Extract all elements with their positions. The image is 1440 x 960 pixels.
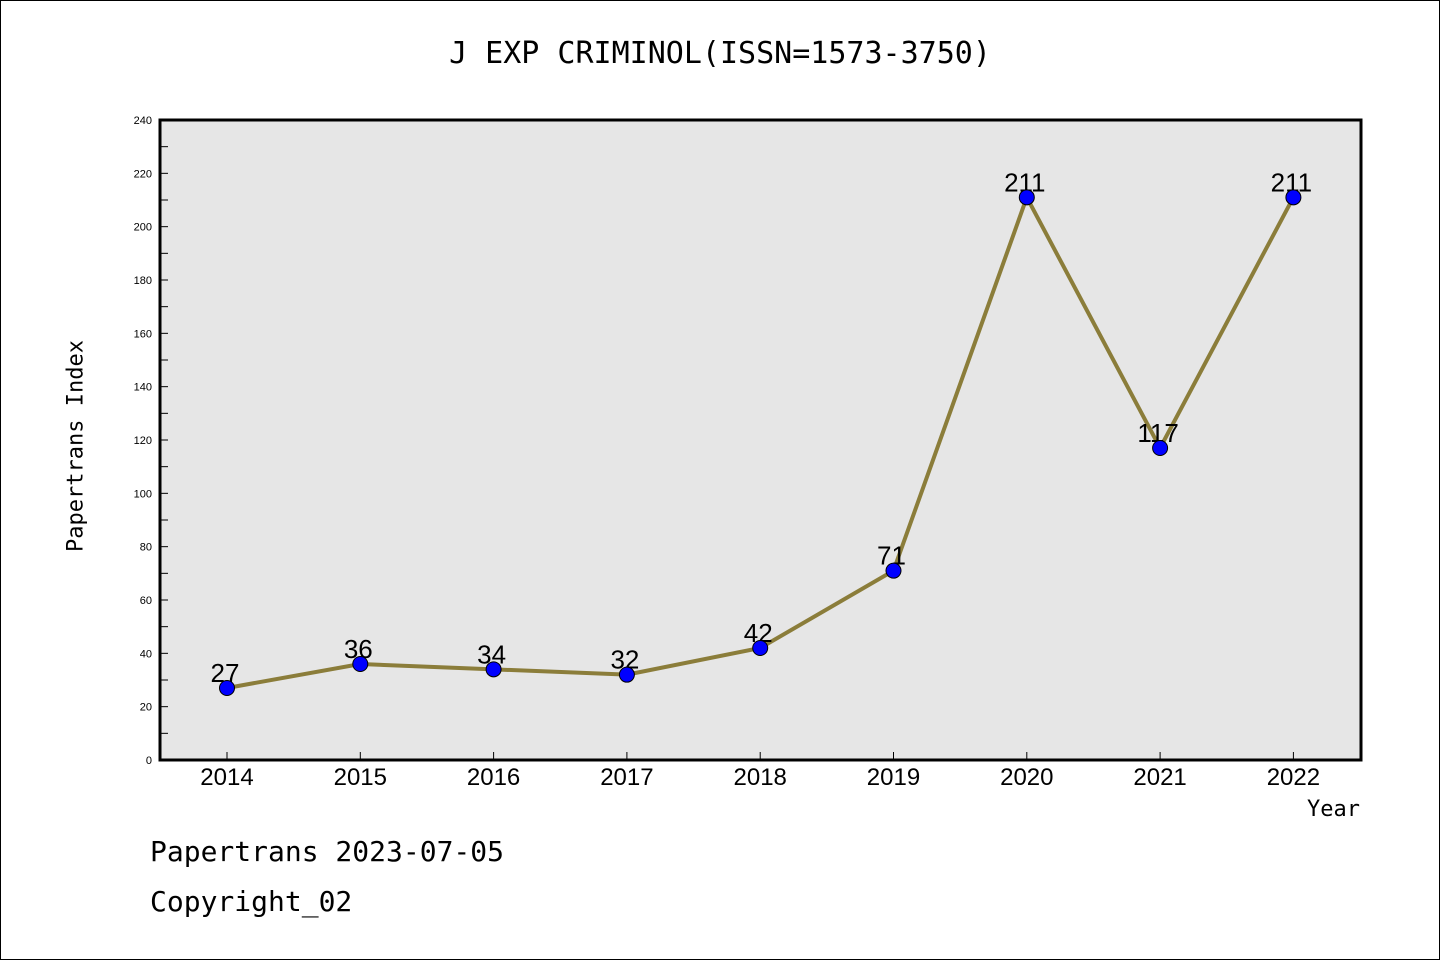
data-points bbox=[219, 189, 1302, 696]
y-tick-label: 40 bbox=[140, 648, 152, 660]
y-tick-label: 160 bbox=[134, 328, 152, 340]
x-tick-label: 2021 bbox=[1133, 764, 1186, 791]
x-tick-label: 2016 bbox=[467, 764, 520, 791]
x-tick-label: 2015 bbox=[334, 764, 387, 791]
x-tick-label: 2014 bbox=[200, 764, 253, 791]
x-axis: 2014 2015 2016 2017 2018 2019 2020 2021 2022 bbox=[200, 752, 1320, 791]
y-tick-label: 140 bbox=[134, 382, 152, 394]
x-tick-label: 2019 bbox=[867, 764, 920, 791]
x-tick-label: 2020 bbox=[1000, 764, 1053, 791]
y-tick-label: 200 bbox=[134, 222, 152, 234]
y-axis: 0 20 40 60 80 100 120 140 160 180 200 220 240 bbox=[134, 115, 168, 767]
data-point bbox=[1018, 189, 1035, 206]
x-tick-label: 2018 bbox=[734, 764, 787, 791]
y-tick-label: 20 bbox=[140, 702, 152, 714]
data-point bbox=[485, 661, 502, 678]
data-point bbox=[885, 562, 902, 579]
y-tick-label: 100 bbox=[134, 488, 152, 500]
x-tick-label: 2017 bbox=[600, 764, 653, 791]
data-point bbox=[1152, 440, 1169, 456]
y-tick-label: 120 bbox=[134, 435, 152, 447]
plot-area bbox=[158, 118, 1363, 762]
data-point bbox=[219, 680, 235, 696]
y-tick-label: 220 bbox=[134, 168, 152, 180]
footer-date: Papertrans 2023-07-05 bbox=[150, 835, 505, 868]
y-tick-label: 60 bbox=[140, 595, 152, 607]
y-tick-label: 240 bbox=[134, 115, 152, 127]
y-tick-label: 80 bbox=[140, 542, 152, 554]
data-point bbox=[1285, 189, 1302, 206]
y-tick-label: 180 bbox=[134, 275, 152, 287]
data-point bbox=[752, 640, 769, 656]
x-axis-label: Year bbox=[1307, 797, 1360, 822]
x-tick-label: 2022 bbox=[1267, 764, 1320, 791]
data-point bbox=[352, 656, 369, 672]
y-tick-label: 0 bbox=[146, 755, 152, 767]
chart-title: J EXP CRIMINOL(ISSN=1573-3750) bbox=[449, 36, 991, 71]
data-point bbox=[618, 666, 635, 683]
footer-copyright: Copyright_02 bbox=[150, 885, 353, 918]
